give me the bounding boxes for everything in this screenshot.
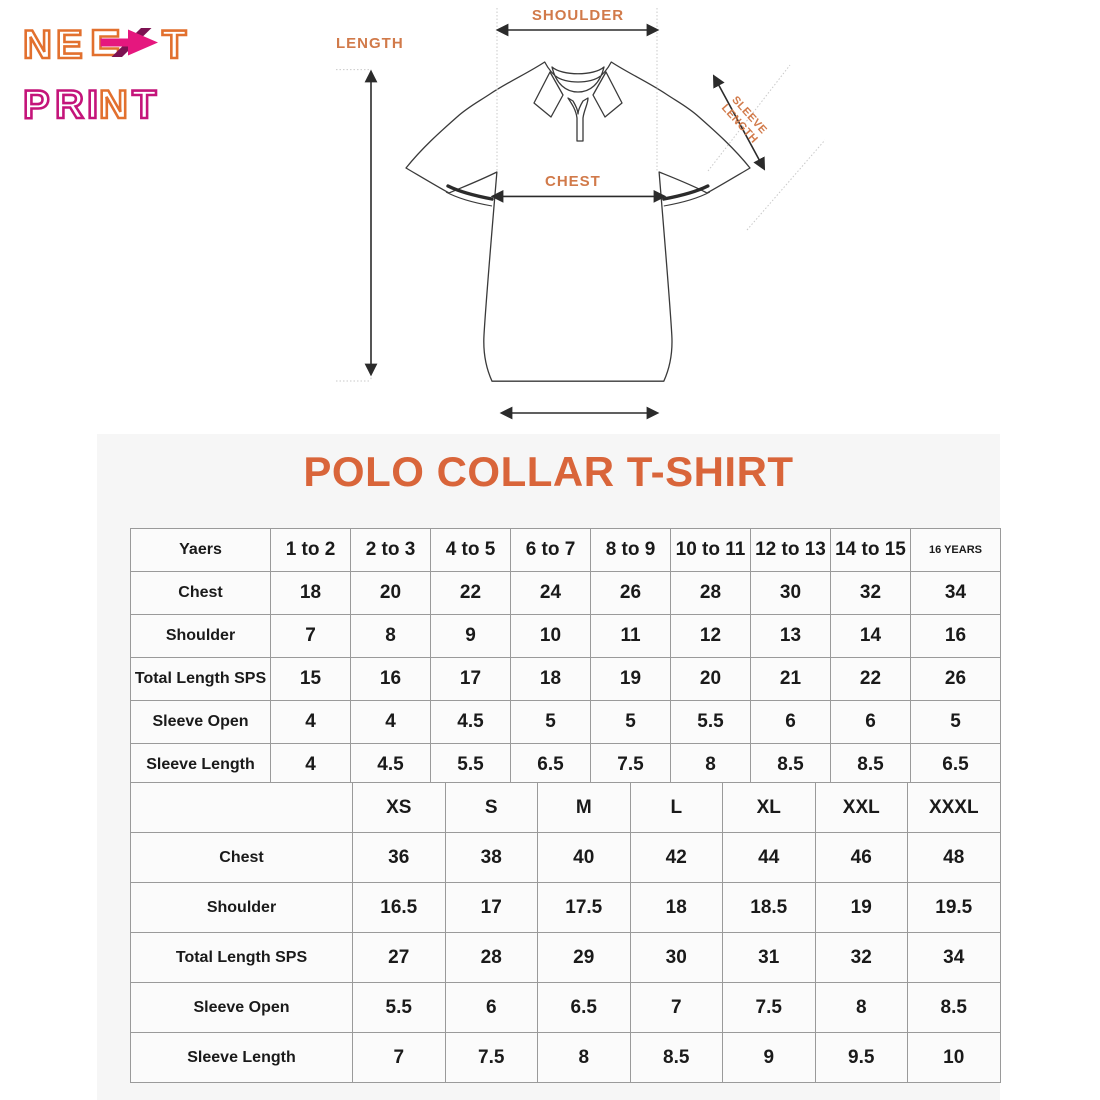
svg-text:LENGTH: LENGTH	[336, 35, 404, 52]
svg-text:CHEST: CHEST	[545, 173, 601, 190]
svg-text:SHOULDER: SHOULDER	[532, 7, 624, 24]
